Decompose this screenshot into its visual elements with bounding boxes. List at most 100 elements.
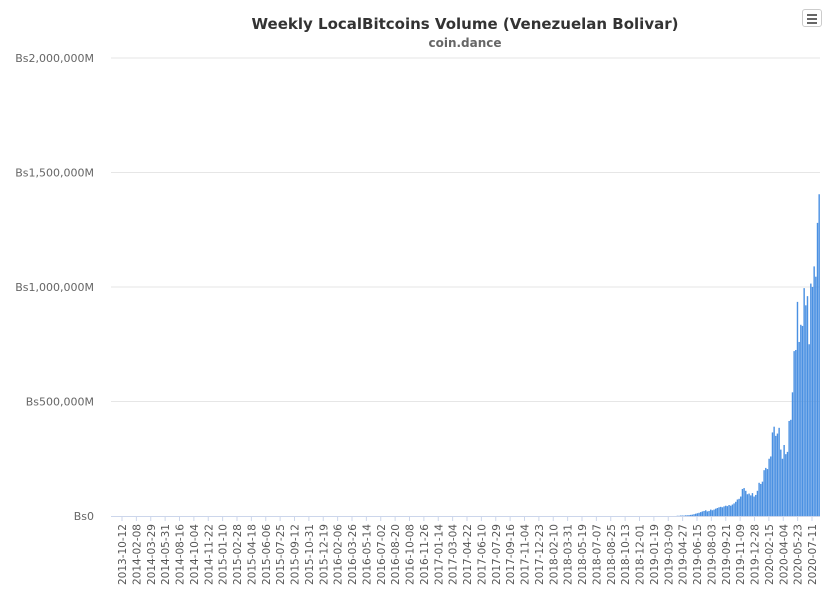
bar[interactable] <box>772 432 773 516</box>
x-tick-label: 2017-11-04 <box>520 524 532 585</box>
bar[interactable] <box>740 497 741 516</box>
y-axis-labels: Bs0Bs500,000MBs1,000,000MBs1,500,000MBs2… <box>15 52 94 523</box>
bar[interactable] <box>697 513 698 516</box>
bar[interactable] <box>687 515 688 516</box>
bar[interactable] <box>730 506 731 516</box>
chart-menu-button[interactable] <box>802 9 822 27</box>
bar[interactable] <box>690 515 691 516</box>
x-tick-label: 2019-09-21 <box>721 524 733 585</box>
x-tick-label: 2016-11-26 <box>419 524 431 585</box>
bar[interactable] <box>718 507 719 516</box>
bar[interactable] <box>763 470 764 516</box>
x-tick-label: 2017-12-23 <box>534 524 546 585</box>
bar[interactable] <box>760 484 761 516</box>
bar[interactable] <box>780 450 781 516</box>
bar[interactable] <box>803 288 804 516</box>
x-tick-label: 2020-02-15 <box>764 524 776 585</box>
bar[interactable] <box>745 491 746 516</box>
bar[interactable] <box>807 296 808 516</box>
bar[interactable] <box>723 506 724 516</box>
bar[interactable] <box>712 510 713 516</box>
bar[interactable] <box>783 445 784 516</box>
bar[interactable] <box>688 515 689 516</box>
bar[interactable] <box>727 506 728 516</box>
bar[interactable] <box>692 515 693 516</box>
bar[interactable] <box>693 514 694 516</box>
x-tick-label: 2017-09-16 <box>505 524 517 585</box>
x-tick-label: 2015-09-12 <box>290 524 302 585</box>
bar[interactable] <box>790 420 791 516</box>
bar[interactable] <box>753 497 754 516</box>
bar[interactable] <box>818 194 819 516</box>
bar[interactable] <box>765 468 766 516</box>
bar[interactable] <box>798 342 799 516</box>
x-tick-label: 2020-07-11 <box>807 524 819 585</box>
bar[interactable] <box>722 507 723 516</box>
bar[interactable] <box>735 502 736 516</box>
bar[interactable] <box>795 350 796 516</box>
bar[interactable] <box>705 510 706 516</box>
bar[interactable] <box>773 427 774 516</box>
bar[interactable] <box>713 510 714 516</box>
bar[interactable] <box>792 392 793 516</box>
bar[interactable] <box>750 495 751 516</box>
bar[interactable] <box>700 512 701 516</box>
bar[interactable] <box>717 508 718 516</box>
bar[interactable] <box>785 454 786 516</box>
bar[interactable] <box>703 511 704 516</box>
bar[interactable] <box>778 428 779 516</box>
bar[interactable] <box>782 459 783 516</box>
bar[interactable] <box>788 421 789 516</box>
bar[interactable] <box>710 510 711 516</box>
bar[interactable] <box>738 499 739 516</box>
bar[interactable] <box>787 452 788 516</box>
bar[interactable] <box>742 489 743 516</box>
bar[interactable] <box>810 284 811 516</box>
bar[interactable] <box>777 434 778 516</box>
bar[interactable] <box>752 493 753 516</box>
bar[interactable] <box>725 506 726 516</box>
x-tick-label: 2017-06-10 <box>476 524 488 585</box>
bar[interactable] <box>805 305 806 516</box>
bar[interactable] <box>815 277 816 516</box>
bar[interactable] <box>817 223 818 516</box>
bar[interactable] <box>747 494 748 516</box>
x-tick-label: 2014-02-08 <box>131 524 143 585</box>
bar[interactable] <box>748 494 749 516</box>
bar[interactable] <box>775 436 776 516</box>
x-tick-label: 2019-12-28 <box>750 524 762 585</box>
bar[interactable] <box>758 483 759 516</box>
bar[interactable] <box>698 513 699 516</box>
bar[interactable] <box>812 287 813 516</box>
bar[interactable] <box>695 514 696 516</box>
bar[interactable] <box>767 469 768 516</box>
bar[interactable] <box>737 500 738 516</box>
bar[interactable] <box>802 326 803 516</box>
bar[interactable] <box>800 325 801 516</box>
bar[interactable] <box>770 456 771 516</box>
bar[interactable] <box>728 505 729 516</box>
bar[interactable] <box>813 266 814 516</box>
bar[interactable] <box>757 491 758 516</box>
bar[interactable] <box>762 482 763 516</box>
bar[interactable] <box>755 495 756 516</box>
x-tick-label: 2016-08-20 <box>390 524 402 585</box>
bar[interactable] <box>732 505 733 516</box>
x-tick-label: 2015-06-06 <box>261 524 273 585</box>
bar[interactable] <box>720 507 721 516</box>
x-tick-label: 2018-03-31 <box>563 524 575 585</box>
bar[interactable] <box>768 459 769 516</box>
bar[interactable] <box>708 511 709 516</box>
bar[interactable] <box>707 511 708 516</box>
bar[interactable] <box>685 515 686 516</box>
bar[interactable] <box>793 351 794 516</box>
x-tick-label: 2016-07-02 <box>376 524 388 585</box>
bar[interactable] <box>797 302 798 516</box>
bar[interactable] <box>743 488 744 516</box>
bar[interactable] <box>702 511 703 516</box>
bar[interactable] <box>715 509 716 516</box>
bar[interactable] <box>808 344 809 516</box>
bar[interactable] <box>733 503 734 516</box>
